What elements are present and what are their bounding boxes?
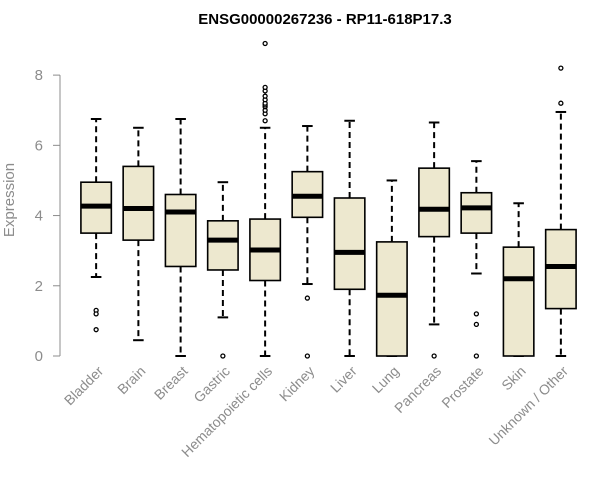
box-group xyxy=(291,125,324,359)
x-tick-label: Brain xyxy=(114,363,148,397)
outlier-point xyxy=(262,40,268,47)
outlier-point xyxy=(473,311,480,317)
chart-title: ENSG00000267236 - RP11-618P17.3 xyxy=(198,11,452,28)
y-axis-title: Expression xyxy=(1,163,18,237)
x-tick-label: Bladder xyxy=(61,363,107,409)
y-tick-label: 4 xyxy=(35,208,43,225)
outlier-point xyxy=(93,327,99,333)
outlier-point xyxy=(262,84,268,91)
box-iqr xyxy=(460,191,493,234)
y-tick-label: 8 xyxy=(35,67,43,84)
box-iqr xyxy=(333,197,366,291)
box-iqr xyxy=(164,193,197,268)
outlier-point xyxy=(558,65,564,71)
box-group xyxy=(164,118,197,357)
box-group xyxy=(122,126,155,342)
outlier-point xyxy=(473,353,480,359)
outlier-point xyxy=(431,353,437,359)
box-group xyxy=(333,119,366,357)
outlier-point xyxy=(304,353,311,359)
x-tick-label: Kidney xyxy=(276,363,318,405)
box-iqr xyxy=(418,167,451,238)
box-group xyxy=(544,65,577,357)
outlier-point xyxy=(220,353,226,359)
box-group xyxy=(418,121,451,359)
outlier-point xyxy=(262,93,268,99)
y-tick-label: 0 xyxy=(35,348,43,365)
box-iqr xyxy=(206,220,239,271)
box-iqr xyxy=(544,228,577,310)
box-iqr xyxy=(502,246,535,357)
box-group xyxy=(460,160,493,359)
x-tick-label: Skin xyxy=(498,363,529,394)
box-group xyxy=(206,181,239,359)
box-group xyxy=(502,202,535,357)
box-iqr xyxy=(375,241,408,357)
plot-area xyxy=(80,40,577,359)
outlier-point xyxy=(473,321,480,328)
outlier-point xyxy=(558,100,564,106)
x-tick-label: Prostate xyxy=(438,363,486,411)
y-tick-label: 6 xyxy=(35,137,43,154)
x-tick-label: Lung xyxy=(369,363,402,396)
outlier-point xyxy=(93,311,99,317)
box-group xyxy=(249,40,282,357)
x-tick-label: Breast xyxy=(151,363,191,403)
box-iqr xyxy=(122,165,155,241)
x-tick-label: Unknown / Other xyxy=(485,363,571,449)
y-tick-label: 2 xyxy=(35,278,43,295)
x-tick-label: Pancreas xyxy=(391,363,444,416)
y-axis: 0 2 4 6 8 xyxy=(35,67,61,365)
outlier-point xyxy=(262,118,268,124)
outlier-point xyxy=(304,295,311,301)
box-group xyxy=(80,118,113,333)
box-group xyxy=(375,179,408,357)
x-tick-label: Liver xyxy=(327,363,360,396)
